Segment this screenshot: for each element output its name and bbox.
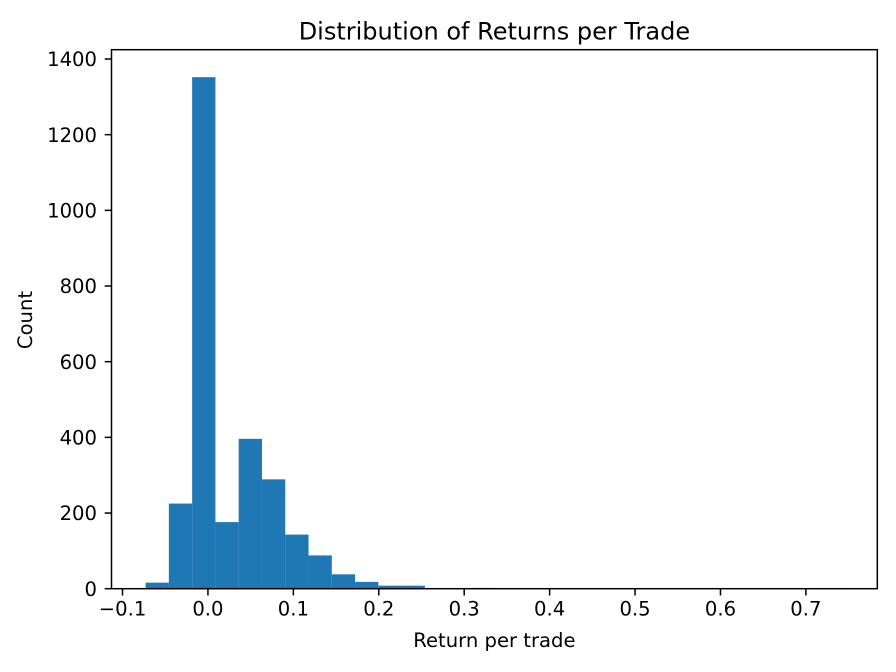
histogram-bar	[238, 438, 262, 590]
x-tick-label: 0.2	[363, 598, 394, 621]
y-tick-label: 0	[85, 578, 97, 601]
x-tick-label: 0.6	[705, 598, 736, 621]
y-tick-label: 400	[60, 426, 97, 449]
x-tick-label: 0.0	[192, 598, 223, 621]
histogram-bar	[261, 479, 286, 590]
y-tick-label: 800	[60, 275, 97, 298]
histogram-bar	[401, 585, 425, 590]
chart-title: Distribution of Returns per Trade	[299, 18, 690, 46]
y-axis-label: Count	[14, 291, 37, 350]
x-tick-label: −0.1	[99, 598, 147, 621]
plot-spines	[110, 48, 879, 590]
x-tick-label: 0.3	[449, 598, 480, 621]
y-tick-label: 1200	[47, 124, 97, 147]
tick-labels-layer: −0.1 0.0 0.1 0.2 0.3 0.4 0.5 0.6 0.7 0 200 400 600 80…	[47, 48, 821, 620]
histogram-bar	[215, 522, 239, 590]
x-tick-label: 0.7	[790, 598, 821, 621]
y-tick-label: 1000	[47, 199, 97, 222]
y-tick-label: 200	[60, 502, 97, 525]
x-tick-label: 0.1	[278, 598, 309, 621]
histogram-bar	[192, 77, 216, 590]
x-axis-label: Return per trade	[413, 629, 575, 652]
histogram-bar	[331, 574, 356, 590]
x-tick-label: 0.4	[534, 598, 565, 621]
histogram-bar	[285, 534, 309, 590]
histogram-bar	[355, 581, 379, 590]
x-tick-label: 0.5	[619, 598, 650, 621]
y-tick-label: 1400	[47, 48, 97, 71]
histogram-bar	[168, 503, 193, 590]
histogram-bar	[145, 582, 169, 590]
histogram-bar	[378, 585, 402, 590]
axes-layer	[104, 48, 879, 596]
histogram-bar	[308, 555, 332, 590]
y-tick-label: 600	[60, 351, 97, 374]
bars-layer	[145, 77, 844, 590]
